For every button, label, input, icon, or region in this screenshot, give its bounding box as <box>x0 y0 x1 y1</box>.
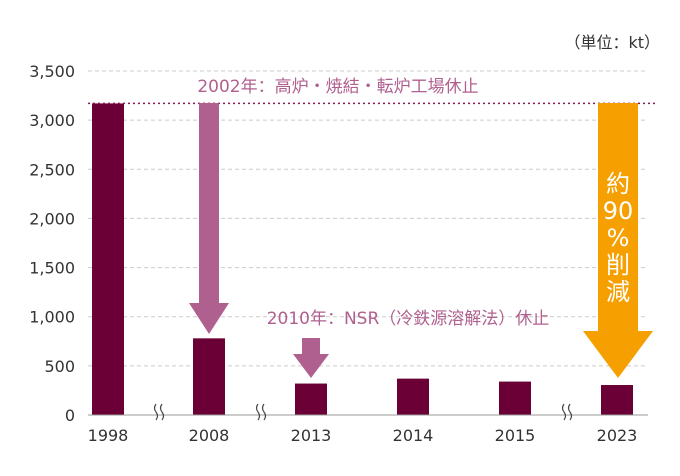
reduction-label-char: % <box>607 224 630 252</box>
y-tick-label: 500 <box>44 357 75 376</box>
bars <box>92 103 633 415</box>
bar-2008 <box>193 338 225 415</box>
bar-2013 <box>295 383 327 415</box>
x-tick-label: 1998 <box>88 426 129 445</box>
arrow-2010-down-icon <box>293 338 329 378</box>
x-tick-label: 2023 <box>597 426 638 445</box>
annotation-2002: 2002年：高炉・焼結・転炉工場休止 <box>197 77 478 97</box>
y-tick-label: 0 <box>65 406 75 425</box>
axis-break-mark <box>261 403 267 421</box>
y-tick-label: 1,500 <box>29 259 75 278</box>
x-tick-label: 2015 <box>495 426 536 445</box>
x-tick-label: 2008 <box>189 426 230 445</box>
y-tick-label: 1,000 <box>29 308 75 327</box>
bar-2014 <box>397 378 429 415</box>
x-tick-label: 2014 <box>393 426 434 445</box>
reduction-label: 約90%削減 <box>603 170 634 306</box>
unit-label: （単位：kt） <box>564 33 660 52</box>
reduction-label-char: 削 <box>606 251 630 279</box>
y-tick-label: 2,500 <box>29 160 75 179</box>
axis-break-mark <box>159 403 165 421</box>
reduction-label-char: 減 <box>606 278 630 306</box>
annotation-2010: 2010年：NSR（冷鉄源溶解法）休止 <box>267 309 550 329</box>
x-tick-label: 2013 <box>291 426 332 445</box>
axes: 0 500 1,000 1,500 2,000 2,500 3,000 3,500 1998 20… <box>29 62 648 445</box>
reduction-label-char: 約 <box>606 170 630 198</box>
axis-break-mark <box>153 403 159 421</box>
bar-2023 <box>601 385 633 415</box>
axis-break-mark <box>567 403 573 421</box>
y-tick-label: 3,000 <box>29 111 75 130</box>
axis-break-mark <box>561 403 567 421</box>
arrow-2002-down-icon <box>189 103 229 334</box>
y-tick-label: 2,000 <box>29 209 75 228</box>
reduction-arrow-icon <box>583 103 653 378</box>
axis-break-marks <box>153 403 573 421</box>
grid-lines <box>88 70 648 367</box>
bar-1998 <box>92 103 124 415</box>
axis-break-mark <box>255 403 261 421</box>
reduction-label-char: 90 <box>603 197 634 225</box>
bar-2015 <box>499 381 531 415</box>
y-tick-label: 3,500 <box>29 62 75 81</box>
